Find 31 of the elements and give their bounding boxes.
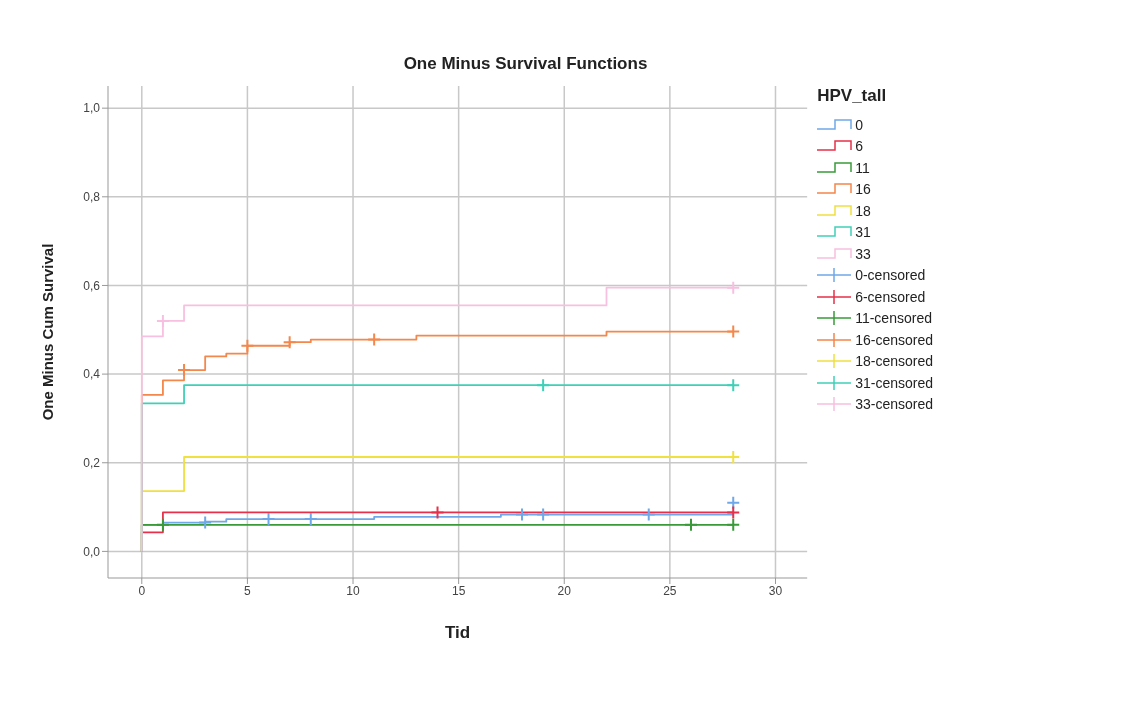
y-tick-label: 0,0	[83, 544, 101, 559]
legend-label: 11	[855, 159, 870, 176]
legend-label: 0-censored	[855, 267, 926, 284]
legend-label: 31-censored	[855, 374, 933, 391]
legend-label: 0	[855, 116, 863, 133]
x-tick-label: 30	[768, 583, 783, 598]
legend-label: 18	[855, 202, 871, 219]
legend-label: 31	[855, 224, 871, 241]
legend-label: 16-censored	[855, 331, 933, 348]
x-tick-label: 20	[557, 583, 572, 598]
x-tick-label: 5	[244, 583, 252, 598]
y-axis-title: One Minus Cum Survival	[39, 243, 57, 421]
legend-label: 6-censored	[855, 288, 926, 305]
y-tick-label: 0,8	[83, 190, 101, 205]
x-tick-label: 0	[138, 583, 146, 598]
legend-label: 33-censored	[855, 396, 933, 413]
legend-title: HPV_tall	[817, 86, 888, 106]
legend-label: 11-censored	[855, 310, 932, 327]
y-tick-label: 0,6	[83, 278, 101, 293]
legend-label: 6	[855, 138, 863, 155]
y-tick-label: 1,0	[83, 101, 101, 116]
y-tick-label: 0,2	[83, 456, 101, 471]
chart-title: One Minus Survival Functions	[402, 54, 649, 74]
x-tick-label: 25	[663, 583, 677, 598]
x-tick-label: 15	[451, 583, 466, 598]
y-tick-label: 0,4	[83, 367, 101, 382]
x-tick-label: 10	[346, 583, 361, 598]
x-axis-title: Tid	[444, 623, 471, 642]
legend-label: 18-censored	[855, 353, 933, 370]
legend-label: 16	[855, 181, 871, 198]
legend-label: 33	[855, 245, 871, 262]
